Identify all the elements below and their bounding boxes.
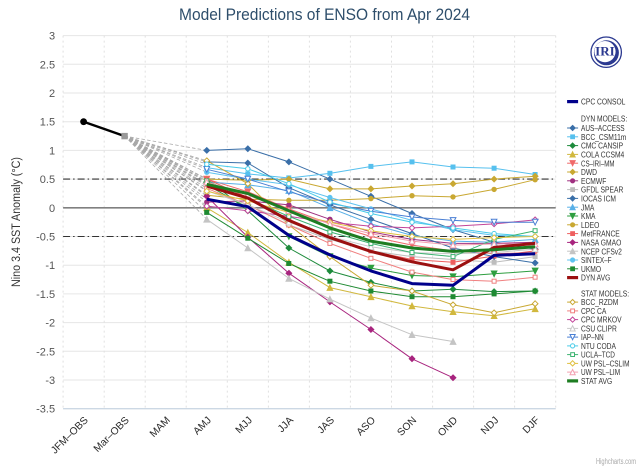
svg-text:NCEP CFSv2: NCEP CFSv2 (581, 246, 622, 256)
svg-text:DYN AVG: DYN AVG (581, 273, 611, 283)
svg-text:NTU CODA: NTU CODA (581, 341, 616, 351)
svg-text:1.5: 1.5 (40, 117, 55, 129)
svg-text:-2: -2 (45, 318, 55, 330)
svg-text:-0.5: -0.5 (36, 232, 55, 244)
svg-text:KMA: KMA (581, 211, 596, 221)
svg-text:CPC MRKOV: CPC MRKOV (581, 315, 622, 325)
svg-text:STAT MODELS:: STAT MODELS: (581, 288, 629, 298)
svg-text:UW PSL–CSLIM: UW PSL–CSLIM (581, 359, 630, 369)
svg-text:3: 3 (49, 31, 55, 43)
svg-text:-1.5: -1.5 (36, 289, 55, 301)
svg-text:DYN MODELS:: DYN MODELS: (581, 114, 627, 124)
svg-text:-2.5: -2.5 (36, 346, 55, 358)
svg-text:IRI: IRI (595, 43, 615, 58)
svg-text:CS–IRI–MM: CS–IRI–MM (581, 158, 615, 168)
svg-text:DWD: DWD (581, 167, 597, 177)
svg-text:IOCAS ICM: IOCAS ICM (581, 194, 616, 204)
svg-text:CMC CANSIP: CMC CANSIP (581, 141, 623, 151)
svg-text:CSU CLIPR: CSU CLIPR (581, 324, 617, 334)
svg-text:-3.5: -3.5 (36, 404, 55, 416)
svg-text:UKMO: UKMO (581, 264, 601, 274)
svg-text:2.5: 2.5 (40, 59, 55, 71)
svg-text:CPC CA: CPC CA (581, 306, 607, 316)
svg-text:Highcharts.com: Highcharts.com (596, 457, 636, 466)
svg-text:UW PSL–LIM: UW PSL–LIM (581, 367, 620, 377)
svg-text:CPC CONSOL: CPC CONSOL (581, 97, 626, 107)
svg-text:0: 0 (49, 203, 55, 215)
svg-text:SINTEX–F: SINTEX–F (581, 255, 612, 265)
svg-text:1: 1 (49, 145, 55, 157)
svg-text:MetFRANCE: MetFRANCE (581, 229, 620, 239)
svg-text:NASA GMAO: NASA GMAO (581, 238, 622, 248)
svg-text:JMA: JMA (581, 202, 595, 212)
svg-text:0.5: 0.5 (40, 174, 55, 186)
svg-text:BCC_CSM11m: BCC_CSM11m (581, 132, 626, 142)
svg-text:COLA CCSM4: COLA CCSM4 (581, 150, 624, 160)
svg-text:UCLA–TCD: UCLA–TCD (581, 350, 615, 360)
svg-text:Model Predictions of ENSO from: Model Predictions of ENSO from Apr 2024 (179, 6, 470, 24)
svg-text:-1: -1 (45, 260, 55, 272)
svg-text:2: 2 (49, 88, 55, 100)
svg-text:-3: -3 (45, 375, 55, 387)
svg-text:GFDL SPEAR: GFDL SPEAR (581, 185, 623, 195)
svg-text:Nino 3.4 SST Anomaly (°C): Nino 3.4 SST Anomaly (°C) (11, 157, 23, 287)
svg-text:AUS–ACCESS: AUS–ACCESS (581, 123, 625, 133)
svg-text:ECMWF: ECMWF (581, 176, 606, 186)
svg-text:STAT AVG: STAT AVG (581, 376, 612, 386)
svg-text:IAP–NN: IAP–NN (581, 332, 604, 342)
svg-text:LDEO: LDEO (581, 220, 600, 230)
svg-text:BCC_RZDM: BCC_RZDM (581, 297, 618, 307)
